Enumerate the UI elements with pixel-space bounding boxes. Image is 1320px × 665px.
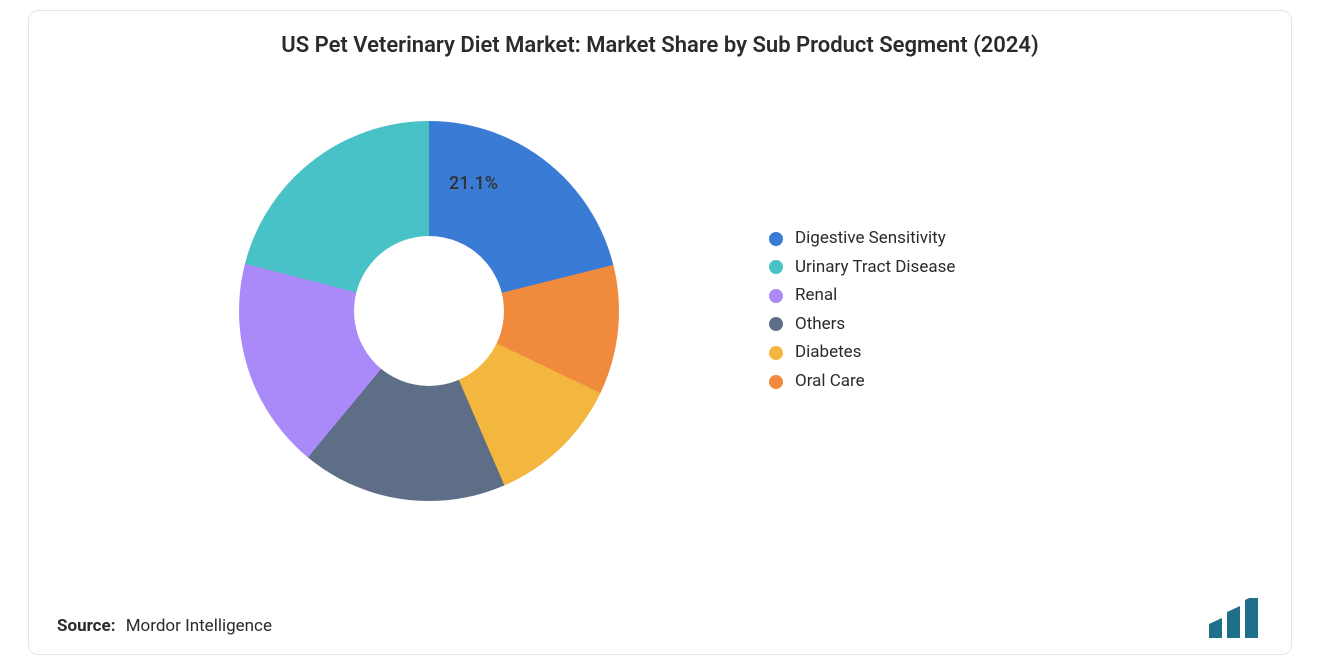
legend-swatch-icon — [769, 346, 783, 360]
legend-swatch-icon — [769, 375, 783, 389]
legend-swatch-icon — [769, 232, 783, 246]
legend-swatch-icon — [769, 317, 783, 331]
chart-title: US Pet Veterinary Diet Market: Market Sh… — [29, 33, 1291, 58]
legend-item: Others — [769, 315, 955, 335]
legend-swatch-icon — [769, 260, 783, 274]
chart-legend: Digestive Sensitivity Urinary Tract Disea… — [769, 229, 955, 400]
legend-label: Others — [795, 315, 845, 335]
legend-swatch-icon — [769, 289, 783, 303]
legend-label: Renal — [795, 286, 837, 306]
legend-item: Diabetes — [769, 343, 955, 363]
legend-item: Oral Care — [769, 372, 955, 392]
legend-label: Digestive Sensitivity — [795, 229, 946, 249]
legend-item: Renal — [769, 286, 955, 306]
legend-item: Digestive Sensitivity — [769, 229, 955, 249]
source-label: Source: — [57, 616, 115, 636]
legend-item: Urinary Tract Disease — [769, 258, 955, 278]
legend-label: Oral Care — [795, 372, 865, 392]
chart-card: US Pet Veterinary Diet Market: Market Sh… — [28, 10, 1292, 655]
mordor-logo-icon — [1209, 598, 1265, 638]
donut-chart: 21.1% — [179, 91, 679, 591]
source-value: Mordor Intelligence — [126, 616, 272, 636]
slice-value-label: 21.1% — [449, 173, 498, 194]
legend-label: Diabetes — [795, 343, 861, 363]
legend-label: Urinary Tract Disease — [795, 258, 955, 278]
donut-hole — [354, 236, 504, 386]
source-attribution: Source: Mordor Intelligence — [57, 616, 272, 636]
